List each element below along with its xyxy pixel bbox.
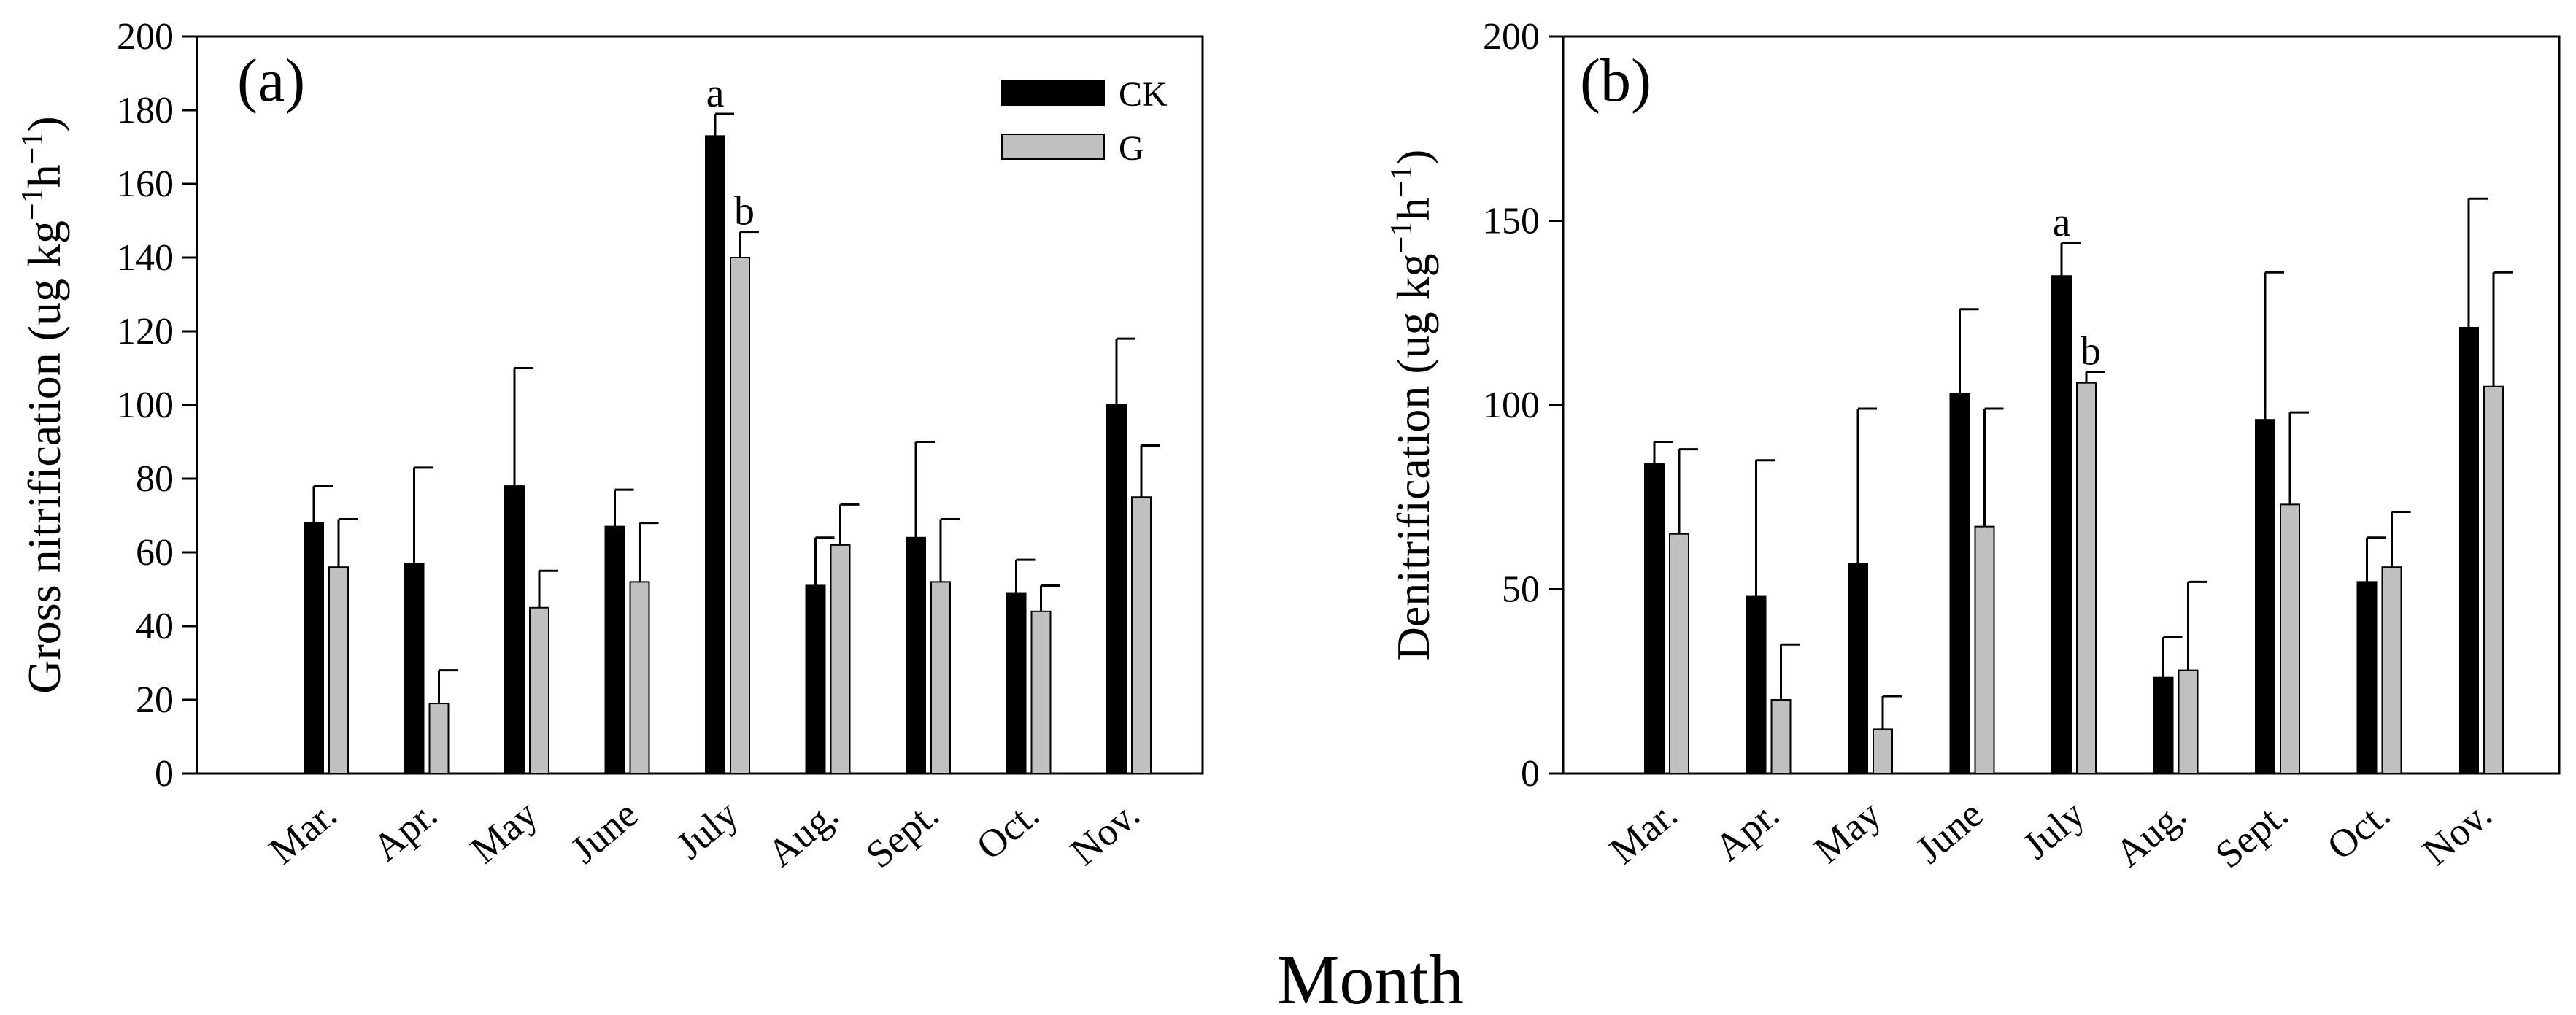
bar-ck-mar [304, 522, 324, 774]
significance-letter: a [706, 71, 725, 116]
y-tick-label: 0 [1521, 753, 1540, 795]
x-tick-label: June [563, 792, 646, 872]
bar-g-june [629, 581, 650, 775]
legend-swatch-ck [1001, 80, 1105, 106]
y-tick-label: 50 [1502, 569, 1540, 611]
x-tick-label: Apr. [364, 792, 445, 870]
bar-ck-nov [2459, 326, 2479, 774]
x-tick-label: July [2014, 792, 2093, 868]
y-tick-label: 200 [117, 16, 174, 58]
bar-ck-july [705, 135, 725, 775]
bar-ck-apr [404, 563, 425, 775]
bar-ck-mar [1644, 463, 1665, 774]
common-x-axis-title: Month [1277, 941, 1464, 1015]
bar-ck-july [2051, 275, 2072, 774]
y-tick-label: 60 [136, 532, 174, 574]
y-tick-label: 100 [1483, 385, 1540, 426]
y-tick-label: 120 [117, 311, 174, 352]
x-tick-label: July [668, 792, 747, 868]
panel-b-y-axis-title: Denitrification (ug kg−1h−1) [1385, 150, 1439, 661]
bar-ck-aug [805, 584, 826, 774]
bar-ck-may [1848, 563, 1868, 775]
legend: CK G [1001, 75, 1168, 168]
bar-g-apr [428, 703, 450, 774]
x-tick-label: May [462, 792, 545, 872]
bar-g-oct [2381, 566, 2402, 774]
bar-ck-oct [1006, 592, 1027, 774]
legend-swatch-g [1001, 134, 1105, 160]
y-tick-label: 0 [155, 753, 174, 795]
y-tick-label: 20 [136, 679, 174, 721]
bar-g-aug [2178, 669, 2199, 774]
y-tick-label: 200 [1483, 16, 1540, 58]
bar-g-mar [328, 566, 349, 774]
panel-b-x-axis: Mar. Apr. May June July Aug. Sept. Oct. Nov. [1601, 792, 2500, 876]
bar-g-mar [1669, 533, 1689, 774]
panel-b-bars: ab [1644, 197, 2513, 775]
bar-g-july [2076, 382, 2097, 774]
y-tick-label: 80 [136, 458, 174, 500]
x-tick-label: Sept. [2207, 792, 2296, 876]
bar-ck-may [504, 485, 525, 774]
bar-g-nov [2483, 385, 2504, 774]
panel-b-label: (b) [1580, 47, 1651, 115]
panel-b-denitrification: (b) Denitrification (ug kg−1h−1) 0 50 100 1… [1385, 16, 2561, 877]
y-tick-label: 40 [136, 606, 174, 647]
bar-g-june [1974, 525, 1995, 775]
bar-g-nov [1131, 496, 1152, 774]
y-tick-label: 150 [1483, 201, 1540, 242]
bar-ck-nov [1106, 404, 1127, 774]
x-tick-label: Sept. [857, 792, 946, 876]
panel-a-y-axis-title: Gross nitrification (ug kg−1h−1) [16, 116, 70, 693]
x-tick-label: May [1805, 792, 1889, 872]
x-tick-label: Mar. [1601, 792, 1686, 873]
legend-label-g: G [1119, 129, 1144, 168]
x-tick-label: Aug. [2107, 792, 2194, 875]
y-tick-label: 140 [117, 237, 174, 279]
x-tick-label: Nov. [2414, 792, 2499, 873]
panel-a-gross-nitrification: (a) Gross nitrification (ug kg−1h−1) 0 20… [16, 16, 1204, 877]
bar-g-may [1873, 728, 1893, 775]
significance-letter: b [2081, 329, 2101, 374]
y-tick-label: 160 [117, 163, 174, 205]
panel-a-bars: ab [304, 71, 1160, 775]
bar-g-sept [2280, 503, 2300, 774]
panel-a-y-axis: 0 20 40 60 80 100 120 140 160 180 200 [117, 16, 197, 795]
bar-ck-sept [906, 536, 926, 774]
bar-g-sept [930, 581, 951, 775]
bar-ck-june [1949, 393, 1970, 774]
bar-ck-aug [2153, 676, 2174, 775]
x-tick-label: June [1908, 792, 1991, 872]
x-tick-label: Oct. [2319, 792, 2399, 868]
x-tick-label: Aug. [759, 792, 847, 875]
x-tick-label: Mar. [261, 792, 345, 873]
panel-b-y-axis: 0 50 100 150 200 [1483, 16, 1563, 795]
bar-g-july [730, 257, 750, 774]
bar-g-may [529, 606, 549, 774]
significance-letter: b [734, 189, 755, 234]
bar-g-oct [1030, 610, 1052, 774]
y-tick-label: 180 [117, 90, 174, 131]
panel-a-label: (a) [237, 47, 305, 115]
bar-g-aug [830, 544, 851, 775]
bar-g-apr [1770, 699, 1792, 774]
legend-label-ck: CK [1119, 75, 1168, 114]
bar-ck-sept [2255, 419, 2275, 774]
x-tick-label: Oct. [968, 792, 1048, 868]
bar-ck-june [604, 525, 625, 775]
y-tick-label: 100 [117, 385, 174, 426]
significance-letter: a [2053, 200, 2071, 245]
bar-ck-apr [1746, 595, 1767, 774]
x-tick-label: Nov. [1062, 792, 1147, 873]
bar-ck-oct [2356, 581, 2378, 775]
x-tick-label: Apr. [1706, 792, 1787, 870]
panel-a-x-axis: Mar. Apr. May June July Aug. Sept. Oct. Nov. [261, 792, 1148, 876]
